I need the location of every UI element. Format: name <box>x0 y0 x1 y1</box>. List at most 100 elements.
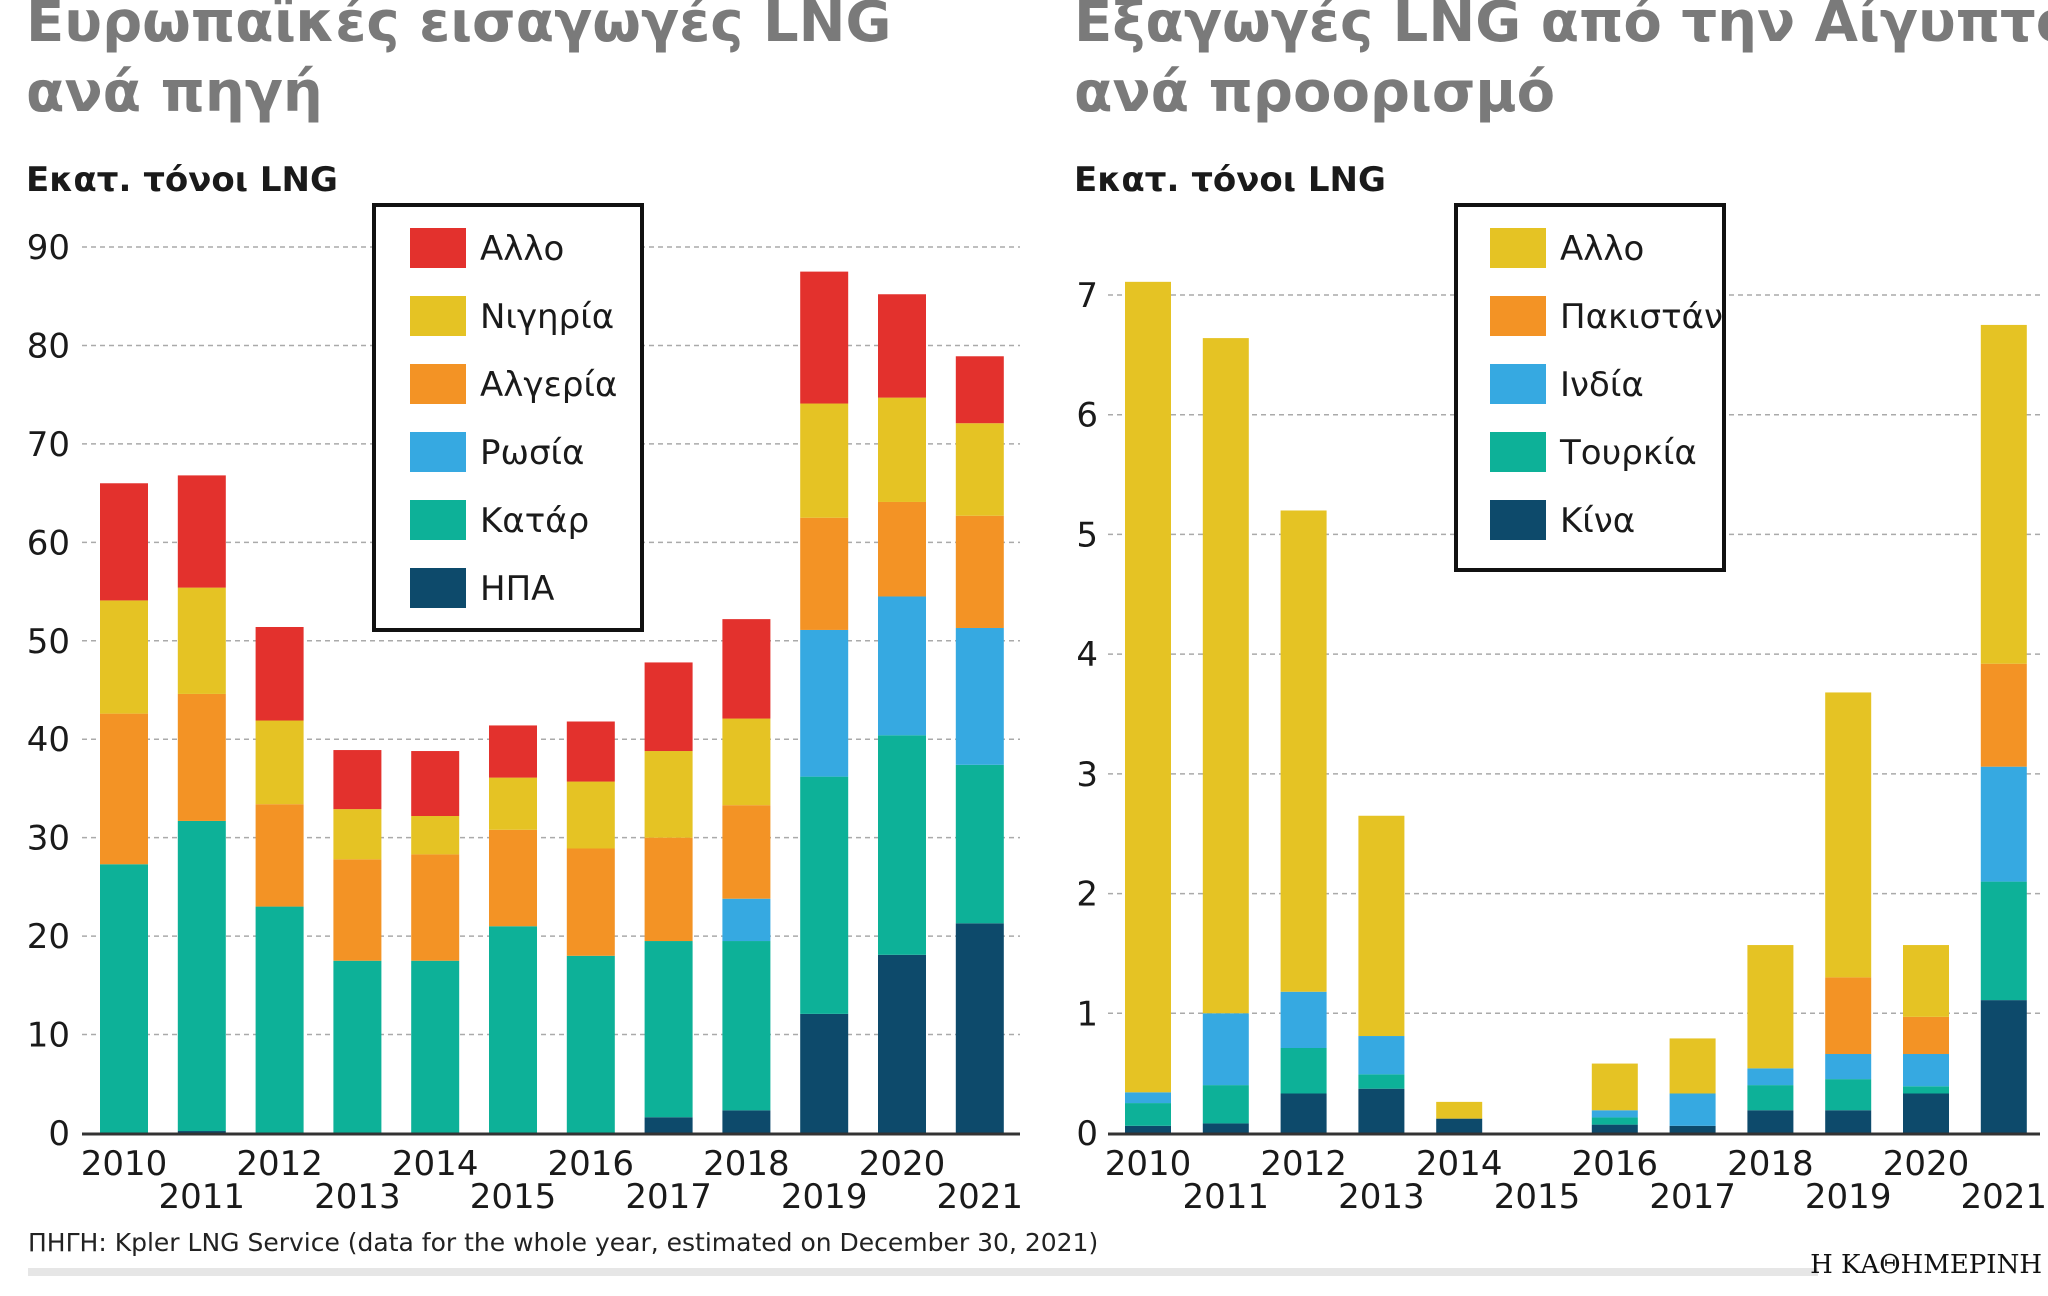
bar-segment-τουρκία-2016 <box>1591 1117 1638 1125</box>
bar-segment-ηπα-2017 <box>644 1117 693 1133</box>
x-tick-label: 2019 <box>1805 1177 1892 1217</box>
bar-segment-αλλο-2020 <box>878 294 926 398</box>
y-tick-label: 2 <box>1076 875 1098 915</box>
bar-segment-ρωσία-2018 <box>722 898 771 942</box>
bar-segment-ηπα-2019 <box>800 1013 849 1133</box>
bar-segment-κατάρ-2014 <box>411 960 460 1133</box>
bar-segment-αλλο-2018 <box>1747 945 1794 1069</box>
bar-segment-αλλο-2019 <box>800 271 849 404</box>
bar-segment-κίνα-2011 <box>1202 1123 1249 1133</box>
bar-segment-κίνα-2017 <box>1669 1125 1716 1133</box>
x-tick-label: 2013 <box>1338 1177 1425 1217</box>
bar-segment-κατάρ-2019 <box>800 776 849 1014</box>
bar-segment-πακιστάν-2021 <box>1980 663 2027 767</box>
bar-segment-κίνα-2012 <box>1280 1093 1327 1133</box>
legend-swatch-τουρκία <box>1490 432 1546 472</box>
bar-segment-ρωσία-2021 <box>955 627 1004 765</box>
bar-segment-πακιστάν-2020 <box>1903 1016 1949 1054</box>
bar-segment-αλλο-2016 <box>1591 1063 1638 1111</box>
y-tick-label: 0 <box>1076 1114 1098 1154</box>
right-chart-title-line2: ανά προορισμό <box>1074 60 1556 125</box>
bar-segment-κατάρ-2020 <box>878 735 926 955</box>
bar-segment-αλγερία-2011 <box>177 693 226 821</box>
bar-segment-αλγερία-2013 <box>333 859 382 961</box>
bar-segment-αλλο-2011 <box>1202 338 1249 1014</box>
bar-segment-ινδία-2012 <box>1280 991 1327 1049</box>
bar-segment-ρωσία-2019 <box>800 629 849 777</box>
x-tick-label: 2014 <box>392 1144 479 1184</box>
legend-swatch-κίνα <box>1490 500 1546 540</box>
legend-box <box>372 203 644 632</box>
y-tick-label: 4 <box>1076 635 1098 675</box>
y-tick-label: 20 <box>27 917 70 957</box>
y-tick-label: 40 <box>27 720 70 760</box>
bar-segment-αλλο-2014 <box>411 751 460 817</box>
bar-segment-αλλο-2010 <box>1125 281 1171 1093</box>
y-tick-label: 6 <box>1076 396 1098 436</box>
y-tick-label: 30 <box>27 819 70 859</box>
bar-segment-κατάρ-2015 <box>489 926 537 1133</box>
bar-segment-κατάρ-2010 <box>100 864 148 1133</box>
bar-segment-κίνα-2019 <box>1825 1110 1872 1133</box>
legend-label-ρωσία: Ρωσία <box>480 433 584 473</box>
y-tick-label: 10 <box>27 1016 70 1056</box>
bar-segment-αλγερία-2021 <box>955 515 1004 628</box>
source-note: ΠΗΓΗ: Kpler LNG Service (data for the wh… <box>28 1228 1099 1257</box>
bar-segment-τουρκία-2010 <box>1125 1103 1171 1126</box>
bar-segment-νιγηρία-2021 <box>955 423 1004 516</box>
y-tick-label: 90 <box>27 228 70 268</box>
x-tick-label: 2012 <box>236 1144 323 1184</box>
bar-segment-ινδία-2013 <box>1358 1036 1405 1075</box>
x-tick-label: 2016 <box>548 1144 635 1184</box>
bar-segment-ινδία-2021 <box>1980 766 2027 882</box>
bar-segment-ινδία-2020 <box>1903 1053 1949 1087</box>
bar-segment-τουρκία-2012 <box>1280 1048 1327 1094</box>
legend-swatch-κατάρ <box>410 500 466 540</box>
legend-swatch-πακιστάν <box>1490 296 1546 336</box>
bar-segment-κατάρ-2011 <box>177 820 226 1132</box>
bar-segment-αλλο-2013 <box>1358 815 1405 1037</box>
x-tick-label: 2013 <box>314 1177 401 1217</box>
x-tick-label: 2010 <box>1105 1144 1192 1184</box>
y-tick-label: 60 <box>27 523 70 563</box>
bar-segment-κίνα-2020 <box>1903 1093 1949 1133</box>
bar-segment-νιγηρία-2011 <box>177 587 226 694</box>
bar-segment-αλλο-2020 <box>1903 945 1949 1017</box>
bar-segment-νιγηρία-2018 <box>722 718 771 806</box>
bar-segment-αλλο-2010 <box>100 483 148 601</box>
legend-swatch-ηπα <box>410 568 466 608</box>
y-tick-label: 80 <box>27 326 70 366</box>
y-tick-label: 0 <box>48 1114 70 1154</box>
bar-segment-αλγερία-2018 <box>722 805 771 899</box>
bar-segment-κατάρ-2021 <box>955 764 1004 924</box>
y-tick-label: 3 <box>1076 755 1098 795</box>
bar-segment-ρωσία-2020 <box>878 596 926 736</box>
bar-segment-τουρκία-2013 <box>1358 1074 1405 1089</box>
legend-label-κατάρ: Κατάρ <box>480 501 589 541</box>
bar-segment-τουρκία-2019 <box>1825 1079 1872 1111</box>
bar-segment-ινδία-2019 <box>1825 1053 1872 1080</box>
bar-segment-κατάρ-2016 <box>566 955 615 1133</box>
x-tick-label: 2017 <box>625 1177 712 1217</box>
y-tick-label: 70 <box>27 425 70 465</box>
bar-segment-αλγερία-2015 <box>489 829 537 927</box>
y-tick-label: 5 <box>1076 515 1098 555</box>
legend-label-νιγηρία: Νιγηρία <box>480 297 614 337</box>
bar-segment-αλλο-2017 <box>1669 1038 1716 1094</box>
bar-segment-αλγερία-2017 <box>644 837 693 942</box>
x-tick-label: 2011 <box>159 1177 246 1217</box>
right-stacked-bar-chart: 0 1 2 3 4 5 6 7 20102011201220132014201520162017… <box>1076 203 2048 1217</box>
bar-segment-νιγηρία-2012 <box>255 720 304 805</box>
x-tick-label: 2021 <box>1961 1177 2048 1217</box>
bar-segment-αλγερία-2010 <box>100 713 148 865</box>
x-tick-label: 2020 <box>859 1144 946 1184</box>
bar-segment-νιγηρία-2015 <box>489 777 537 830</box>
bar-segment-αλλο-2021 <box>955 356 1004 424</box>
bar-segment-αλγερία-2014 <box>411 854 460 961</box>
bar-segment-αλλο-2016 <box>566 721 615 782</box>
left-chart-title-line1: Ευρωπαϊκές εισαγωγές LNG <box>26 0 892 55</box>
bar-segment-νιγηρία-2014 <box>411 816 460 855</box>
bar-segment-αλλο-2013 <box>333 750 382 810</box>
bottom-divider <box>28 1268 1818 1276</box>
bar-segment-κίνα-2010 <box>1125 1125 1171 1133</box>
